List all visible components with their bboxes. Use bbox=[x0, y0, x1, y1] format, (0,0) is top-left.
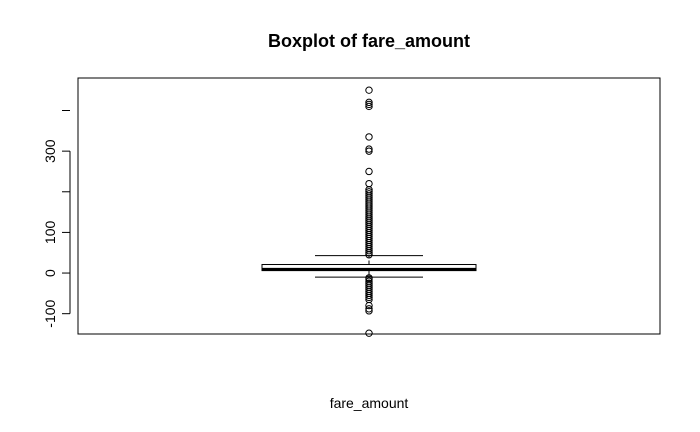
outlier-point bbox=[365, 251, 373, 259]
outlier-point bbox=[365, 307, 373, 315]
outlier-point bbox=[365, 133, 373, 141]
outlier-point bbox=[365, 301, 373, 310]
box-elements bbox=[261, 255, 477, 278]
outlier-point bbox=[365, 147, 373, 155]
y-tick-label: 100 bbox=[42, 221, 58, 245]
outlier-point bbox=[365, 291, 373, 300]
y-tick-label: -100 bbox=[42, 299, 58, 327]
chart-title: Boxplot of fare_amount bbox=[268, 31, 470, 51]
outlier-point bbox=[365, 98, 373, 107]
y-axis-ticks: -100 0 100 300 bbox=[42, 110, 70, 328]
outlier-point bbox=[365, 145, 373, 153]
outlier-points bbox=[365, 86, 373, 337]
outlier-point bbox=[365, 305, 373, 313]
outlier-point bbox=[365, 249, 373, 257]
outlier-point bbox=[365, 102, 373, 111]
plot-frame bbox=[77, 77, 661, 335]
y-tick-label: 0 bbox=[42, 269, 58, 277]
x-axis-label: fare_amount bbox=[330, 395, 409, 411]
outlier-point bbox=[365, 167, 373, 176]
outlier-point bbox=[365, 100, 373, 109]
y-tick-label: 300 bbox=[42, 139, 58, 163]
outlier-point bbox=[365, 293, 373, 302]
outlier-point bbox=[365, 86, 373, 94]
outlier-point bbox=[365, 329, 373, 337]
outlier-point bbox=[365, 179, 373, 188]
outlier-point bbox=[365, 246, 373, 255]
